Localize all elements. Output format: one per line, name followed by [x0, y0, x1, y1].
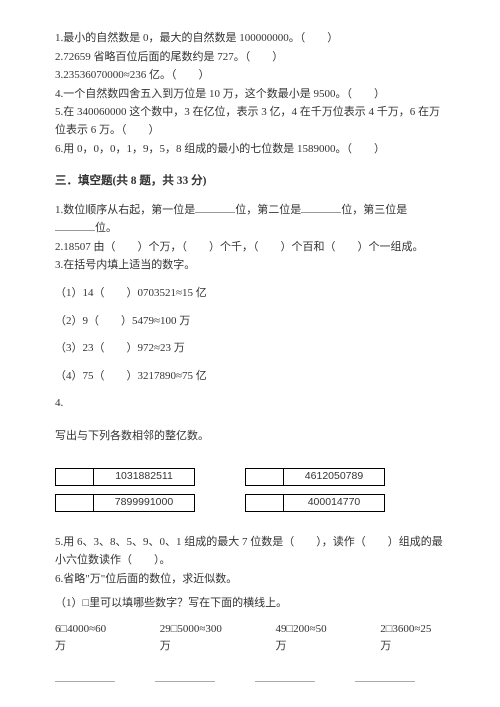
numbox-3: 7899991000: [55, 494, 195, 512]
judge-q4: 4.一个自然数四舍五入到万位是 10 万，这个数最小是 9500。（ ）: [55, 86, 445, 104]
answer-line: [155, 672, 215, 682]
approx-c2: 29□5000≈300 万: [160, 621, 236, 656]
fill-q2: 2.18507 由（ ）个万，（ ）个千，（ ）个百和（ ）个一组成。: [55, 239, 445, 257]
fill-q6: 6.省略"万"位后面的数位，求近似数。: [55, 571, 445, 589]
numbox-value: 4612050789: [284, 469, 384, 485]
fill-q1-c: 位，第三位是: [341, 204, 407, 216]
fill-q6-sub: （1）□里可以填哪些数字？写在下面的横线上。: [55, 595, 445, 613]
numbox-blank: [56, 469, 94, 485]
judge-q5: 5.在 340060000 这个数中，3 在亿位，表示 3 亿，4 在千万位表示…: [55, 104, 445, 139]
answer-line: [355, 672, 415, 682]
fill-q3-sub3: （3）23（ ）972≈23 万: [55, 340, 445, 358]
section-3-title: 三．填空题(共 8 题，共 33 分): [55, 172, 445, 190]
numbox-4: 400014770: [245, 494, 385, 512]
fill-q3-sub1: （1）14（ ）0703521≈15 亿: [55, 285, 445, 303]
approx-c1: 6□4000≈60 万: [55, 621, 120, 656]
judge-q2: 2.72659 省略百位后面的尾数约是 727。（ ）: [55, 49, 445, 67]
numbox-blank: [246, 469, 284, 485]
judge-q1: 1.最小的自然数是 0，最大的自然数是 100000000。（ ）: [55, 30, 445, 48]
fill-q5: 5.用 6、3、8、5、9、0、1 组成的最大 7 位数是（ ），读作（ ）组成…: [55, 534, 445, 569]
judge-q6: 6.用 0，0，0，1，9，5，8 组成的最小的七位数是 1589000。（ ）: [55, 141, 445, 159]
answer-line: [55, 672, 115, 682]
fill-q1-a: 1.数位顺序从右起，第一位是: [55, 204, 195, 216]
approx-row: 6□4000≈60 万 29□5000≈300 万 49□200≈50 万 2□…: [55, 621, 445, 656]
answer-line: [255, 672, 315, 682]
numbox-value: 400014770: [284, 495, 384, 511]
fill-q1-d: 位。: [95, 222, 117, 234]
blank: [55, 219, 95, 231]
numbox-blank: [246, 495, 284, 511]
fill-q1-b: 位，第二位是: [235, 204, 301, 216]
approx-c4: 2□3600≈25 万: [380, 621, 445, 656]
approx-c3: 49□200≈50 万: [275, 621, 340, 656]
fill-q1: 1.数位顺序从右起，第一位是 位，第二位是 位，第三位是位。: [55, 201, 445, 238]
box-row-2: 7899991000 400014770: [55, 494, 445, 512]
numbox-1: 1031882511: [55, 468, 195, 486]
numbox-2: 4612050789: [245, 468, 385, 486]
fill-q3-sub2: （2）9（ ）5479≈100 万: [55, 313, 445, 331]
box-row-1: 1031882511 4612050789: [55, 468, 445, 486]
fill-q3-sub4: （4）75（ ）3217890≈75 亿: [55, 368, 445, 386]
fill-q3: 3.在括号内填上适当的数字。: [55, 257, 445, 275]
fill-q4: 4.: [55, 395, 445, 413]
blank: [195, 201, 235, 213]
judge-q3: 3.23536070000≈236 亿。（ ）: [55, 67, 445, 85]
numbox-value: 7899991000: [94, 495, 194, 511]
numbox-value: 1031882511: [94, 469, 194, 485]
answer-lines: [55, 672, 445, 682]
fill-q4-text: 写出与下列各数相邻的整亿数。: [55, 428, 445, 446]
blank: [301, 201, 341, 213]
numbox-blank: [56, 495, 94, 511]
